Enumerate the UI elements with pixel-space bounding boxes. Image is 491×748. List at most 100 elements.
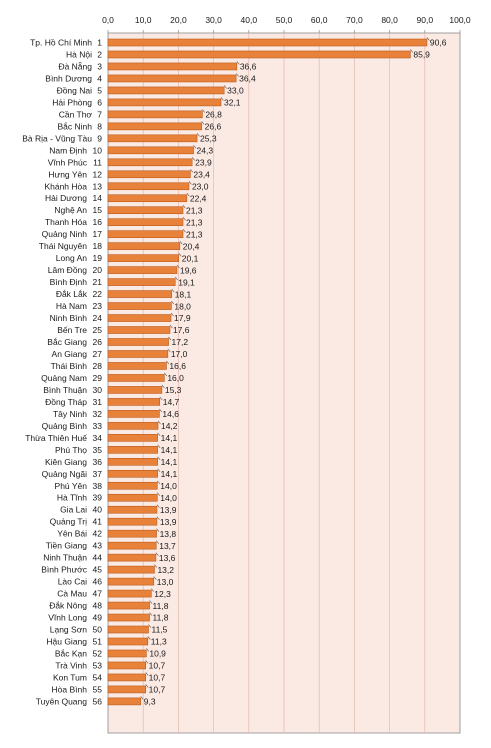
rank-label: 2: [97, 49, 102, 59]
bar: [107, 266, 178, 274]
bar: [107, 242, 181, 250]
rank-label: 32: [93, 409, 103, 419]
bar: [107, 362, 167, 370]
value-label: 33,0: [227, 86, 244, 96]
value-leader: [186, 193, 190, 197]
category-label: Thanh Hóa: [45, 217, 87, 227]
bar: [107, 218, 184, 226]
category-label: Ninh Bình: [50, 313, 88, 323]
rank-label: 42: [93, 529, 103, 539]
rank-label: 18: [93, 241, 103, 251]
category-label: Đồng Nai: [57, 85, 93, 95]
value-label: 17,0: [171, 349, 188, 359]
category-label: Kon Tum: [53, 672, 87, 682]
value-label: 25,3: [200, 134, 217, 144]
x-tick-label: 50,0: [276, 15, 293, 25]
value-label: 12,3: [154, 589, 171, 599]
rank-label: 34: [93, 433, 103, 443]
value-label: 17,6: [173, 325, 190, 335]
value-leader: [159, 396, 163, 401]
value-label: 17,2: [172, 337, 189, 347]
x-tick-label: 100,0: [449, 15, 471, 25]
rank-label: 41: [93, 517, 103, 527]
value-leader: [188, 181, 192, 185]
value-leader: [154, 564, 158, 568]
value-label: 9,3: [144, 697, 156, 707]
value-leader: [191, 157, 195, 161]
category-label: Hà Tĩnh: [57, 493, 87, 503]
category-label: Cà Mau: [57, 589, 87, 599]
rank-label: 51: [93, 637, 103, 647]
value-leader: [148, 624, 152, 628]
rank-label: 16: [93, 217, 103, 227]
bar: [107, 517, 158, 526]
value-leader: [170, 312, 174, 317]
rank-label: 9: [97, 133, 102, 143]
value-label: 36,6: [240, 62, 257, 72]
value-leader: [410, 49, 414, 53]
x-axis-ticks: 0,0 10,0 20,0 30,0 40,0 50,0 60,0 70,0 80,0 90,0 1…: [102, 15, 471, 33]
value-label: 16,0: [167, 373, 184, 383]
x-tick-label: 40,0: [241, 15, 258, 25]
value-leader: [201, 121, 205, 125]
bar: [107, 529, 157, 538]
bar: [107, 553, 157, 562]
rank-label: 20: [93, 265, 103, 275]
bar: [107, 182, 190, 191]
bar: [107, 86, 225, 95]
bars: [107, 38, 428, 706]
value-leader: [179, 240, 183, 245]
value-label: 19,1: [178, 277, 195, 287]
category-label: Đồng Tháp: [45, 397, 87, 407]
category-label: Quảng Nam: [41, 373, 87, 383]
bar: [107, 577, 155, 586]
value-leader: [196, 133, 200, 137]
category-label: Đắk Nông: [49, 601, 87, 611]
category-labels: 1 Tp. Hồ Chí Minh 2 Hà Nội 3 Đà Nẵng 4 Bình Dươ…: [22, 38, 102, 707]
value-label: 19,6: [180, 265, 197, 275]
rank-label: 7: [97, 109, 102, 119]
category-label: Ninh Thuận: [43, 553, 87, 563]
category-label: Bắc Ninh: [58, 121, 93, 131]
bar: [107, 469, 158, 478]
value-leader: [140, 696, 144, 700]
bar: [107, 541, 157, 550]
bar: [107, 374, 165, 382]
value-label: 13,8: [160, 529, 177, 539]
value-label: 23,4: [193, 169, 210, 179]
rank-label: 14: [93, 193, 103, 203]
category-label: Quảng Bình: [42, 421, 88, 431]
bar: [107, 278, 176, 286]
rank-label: 48: [93, 601, 103, 611]
rank-label: 21: [93, 277, 103, 287]
value-label: 10,7: [149, 685, 166, 695]
category-label: Bình Định: [50, 277, 88, 287]
value-leader: [157, 468, 161, 472]
bar: [107, 673, 146, 682]
bar: [107, 194, 188, 203]
rank-label: 19: [93, 253, 103, 263]
rank-label: 43: [93, 541, 103, 551]
bar: [107, 505, 158, 514]
x-tick-label: 0,0: [102, 15, 114, 25]
rank-label: 12: [93, 169, 103, 179]
value-leader: [166, 360, 170, 365]
bar: [107, 170, 191, 179]
category-label: Long An: [56, 253, 87, 263]
rank-label: 53: [93, 660, 103, 670]
bar: [107, 625, 149, 634]
bar: [107, 134, 198, 143]
value-leader: [168, 336, 172, 341]
category-label: Thái Bình: [51, 361, 88, 371]
value-leader: [157, 432, 161, 437]
category-label: Kiên Giang: [45, 457, 87, 467]
category-label: Lạng Sơn: [50, 625, 88, 635]
bar: [107, 637, 149, 646]
value-label: 18,1: [175, 289, 192, 299]
rank-label: 33: [93, 421, 103, 431]
rank-label: 23: [93, 301, 103, 311]
rank-label: 28: [93, 361, 103, 371]
value-label: 22,4: [190, 193, 207, 203]
bar: [107, 457, 158, 466]
value-label: 10,9: [149, 649, 166, 659]
